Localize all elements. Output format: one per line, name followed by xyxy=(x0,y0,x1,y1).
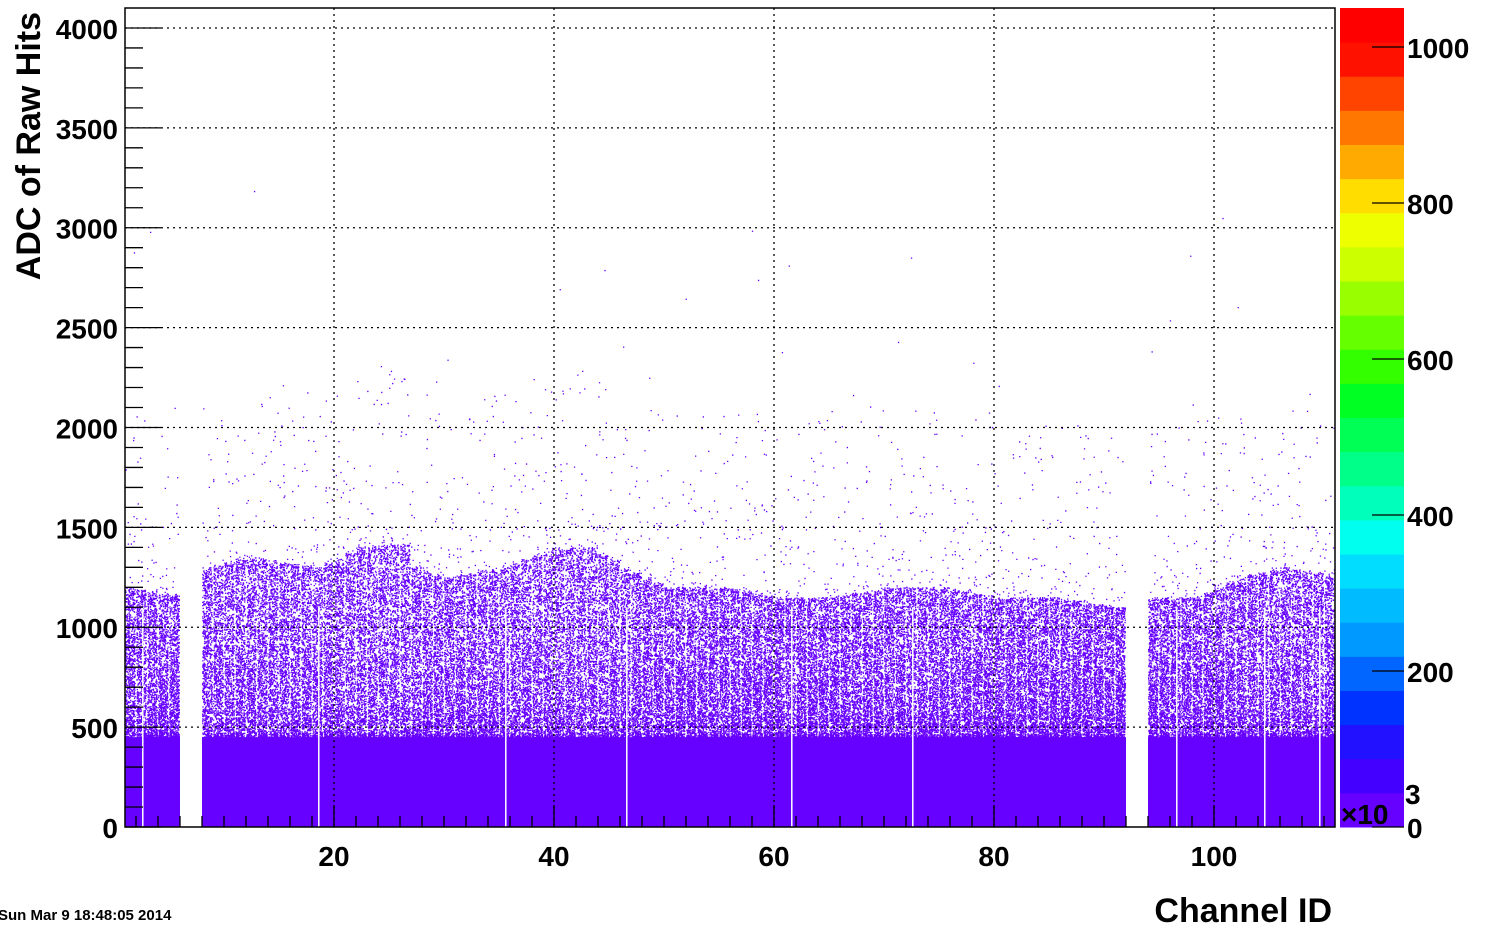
y-tick-label: 3500 xyxy=(56,114,118,145)
empty-channel-stripe xyxy=(505,607,507,827)
empty-channel-stripe xyxy=(791,607,793,827)
color-scale-label: 800 xyxy=(1407,189,1454,220)
color-scale-step xyxy=(1340,281,1404,316)
axis-ticks xyxy=(125,27,1325,828)
color-scale-multiplier: ×10 xyxy=(1341,799,1389,830)
color-scale-step xyxy=(1340,588,1404,623)
color-scale-step xyxy=(1340,42,1404,77)
color-scale-step xyxy=(1340,758,1404,794)
hit-density-layer xyxy=(125,190,1336,827)
color-scale-step xyxy=(1340,144,1404,180)
color-scale: 0 200 400 600 800 1000 ×10 3 xyxy=(1340,8,1469,844)
color-scale-exponent: 3 xyxy=(1405,779,1421,810)
empty-channel-stripe xyxy=(1176,607,1178,827)
timestamp-label: Sun Mar 9 18:48:05 2014 xyxy=(0,907,172,924)
y-tick-label: 2000 xyxy=(56,413,118,444)
color-scale-step xyxy=(1340,76,1404,111)
color-scale-step xyxy=(1340,110,1404,145)
empty-channel-stripe xyxy=(318,607,320,827)
y-tick-label: 3000 xyxy=(56,214,118,245)
color-scale-step xyxy=(1340,622,1404,657)
dense-hit-band xyxy=(125,737,1335,827)
color-scale-step xyxy=(1340,417,1404,453)
x-tick-label: 100 xyxy=(1191,841,1238,872)
color-scale-step xyxy=(1340,451,1404,487)
empty-channel-stripe xyxy=(1264,607,1266,827)
empty-channel-stripe xyxy=(1319,607,1321,827)
y-tick-label: 2500 xyxy=(56,314,118,345)
y-tick-label: 1000 xyxy=(56,613,118,644)
color-scale-label: 0 xyxy=(1407,813,1423,844)
y-tick-label: 500 xyxy=(71,713,118,744)
color-scale-label: 600 xyxy=(1407,345,1454,376)
y-tick-label: 4000 xyxy=(56,14,118,45)
color-scale-step xyxy=(1340,792,1404,828)
y-tick-label: 1500 xyxy=(56,513,118,544)
color-scale-step xyxy=(1340,690,1404,726)
x-tick-label: 60 xyxy=(758,841,789,872)
color-scale-label: 400 xyxy=(1407,501,1454,532)
color-scale-step xyxy=(1340,383,1404,418)
empty-channel-stripe xyxy=(142,607,144,827)
empty-channel-stripe xyxy=(912,607,914,827)
y-tick-label: 0 xyxy=(102,813,118,844)
color-scale-step xyxy=(1340,8,1404,43)
color-scale-step xyxy=(1340,724,1404,760)
color-scale-label: 200 xyxy=(1407,657,1454,688)
y-axis-title: ADC of Raw Hits xyxy=(10,12,48,280)
color-scale-step xyxy=(1340,349,1404,384)
color-scale-step xyxy=(1340,212,1404,248)
empty-channel-stripe xyxy=(626,607,628,827)
color-scale-step xyxy=(1340,178,1404,214)
grid-lines xyxy=(125,8,1335,827)
color-scale-step xyxy=(1340,519,1404,555)
color-scale-step xyxy=(1340,246,1404,282)
color-scale-step xyxy=(1340,554,1404,589)
color-scale-step xyxy=(1340,315,1404,350)
axis-labels: 20 40 60 80 10005001000150020002500300035004… xyxy=(56,14,1238,872)
x-tick-label: 20 xyxy=(318,841,349,872)
x-axis-title: Channel ID xyxy=(1154,892,1332,927)
x-tick-label: 40 xyxy=(538,841,569,872)
sparse-hit-points xyxy=(125,190,1336,739)
color-scale-label: 1000 xyxy=(1407,33,1469,64)
color-scale-step xyxy=(1340,656,1404,691)
x-tick-label: 80 xyxy=(978,841,1009,872)
